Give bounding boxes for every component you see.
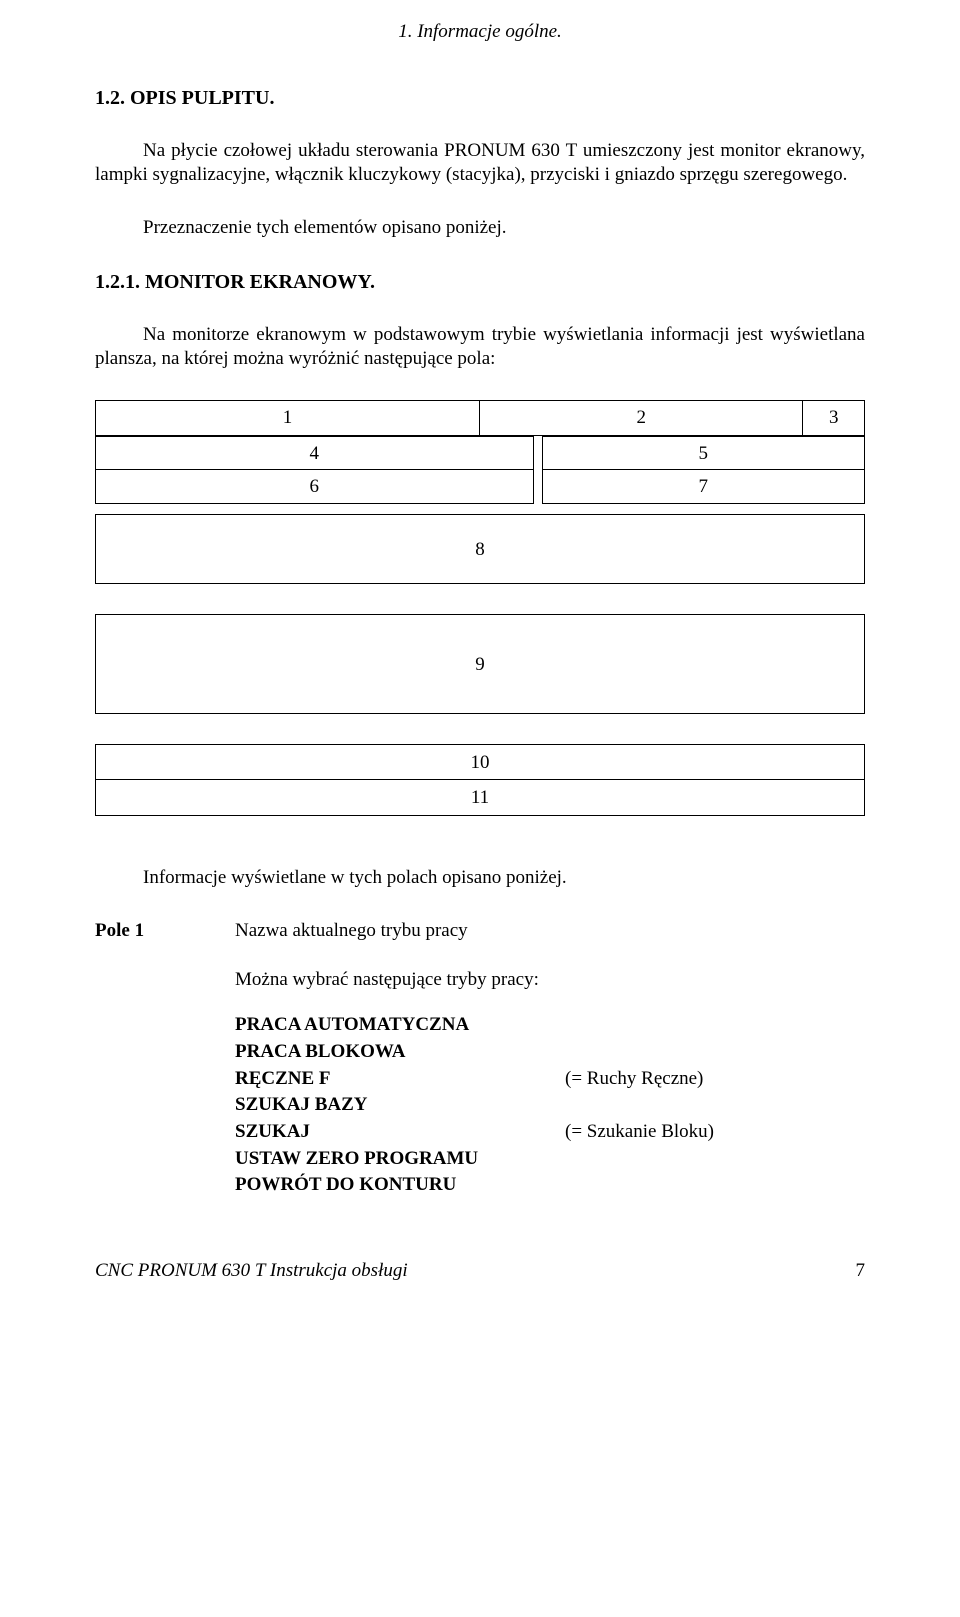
section-title: OPIS PULPITU. [130,87,274,109]
mode-row: POWRÓT DO KONTURU [235,1172,714,1199]
paragraph-3: Na monitorze ekranowym w podstawowym try… [95,323,865,372]
mode-row: PRACA BLOKOWA [235,1039,714,1066]
section-heading: 1.2. OPIS PULPITU. [95,85,865,111]
subsection-title: MONITOR EKRANOWY. [145,271,375,293]
mode-name: POWRÓT DO KONTURU [235,1172,565,1199]
diagram-cell-8: 8 [95,514,865,584]
mode-name: PRACA BLOKOWA [235,1039,565,1066]
mode-row: PRACA AUTOMATYCZNA [235,1012,714,1039]
diagram-cell-11: 11 [95,780,865,816]
mode-note: (= Szukanie Bloku) [565,1119,714,1146]
diagram-cell-7: 7 [542,470,865,504]
mode-row: SZUKAJ BAZY [235,1092,714,1119]
pole-1-row: Pole 1 Nazwa aktualnego trybu pracy [95,919,865,944]
mode-name: SZUKAJ [235,1119,565,1146]
mode-note [565,1039,714,1066]
diagram-cell-4: 4 [95,436,534,470]
diagram-cell-10: 10 [95,744,865,780]
diagram-cell-9: 9 [95,614,865,714]
mode-note: (= Ruchy Ręczne) [565,1066,714,1093]
info-line: Informacje wyświetlane w tych polach opi… [143,866,865,891]
section-number: 1.2. [95,87,125,109]
fields-diagram-row2: 4 6 5 7 [95,436,865,504]
mode-note [565,1012,714,1039]
fields-diagram: 1 2 3 [95,400,865,436]
subsection-heading: 1.2.1. MONITOR EKRANOWY. [95,269,865,295]
mode-name: PRACA AUTOMATYCZNA [235,1012,565,1039]
modes-list: PRACA AUTOMATYCZNA PRACA BLOKOWA RĘCZNE … [235,1012,865,1199]
subsection-number: 1.2.1. [95,271,140,293]
footer-left: CNC PRONUM 630 T Instrukcja obsługi [95,1259,408,1284]
mode-note [565,1172,714,1199]
mode-row: SZUKAJ(= Szukanie Bloku) [235,1119,714,1146]
mode-name: USTAW ZERO PROGRAMU [235,1146,565,1173]
mode-row: RĘCZNE F(= Ruchy Ręczne) [235,1066,714,1093]
diagram-cell-5: 5 [542,436,865,470]
pole-1-label: Pole 1 [95,919,235,944]
diagram-cell-3: 3 [803,400,865,436]
pole-1-subline: Można wybrać następujące tryby pracy: [235,968,865,993]
mode-name: RĘCZNE F [235,1066,565,1093]
pole-1-text: Nazwa aktualnego trybu pracy [235,919,865,944]
mode-note [565,1146,714,1173]
diagram-cell-2: 2 [480,400,803,436]
page-footer: CNC PRONUM 630 T Instrukcja obsługi 7 [95,1259,865,1284]
page-header: 1. Informacje ogólne. [95,20,865,45]
paragraph-2: Przeznaczenie tych elementów opisano pon… [95,216,865,241]
paragraph-1: Na płycie czołowej układu sterowania PRO… [95,139,865,188]
diagram-cell-6: 6 [95,470,534,504]
mode-note [565,1092,714,1119]
mode-name: SZUKAJ BAZY [235,1092,565,1119]
diagram-cell-1: 1 [95,400,480,436]
footer-page-number: 7 [856,1259,866,1284]
mode-row: USTAW ZERO PROGRAMU [235,1146,714,1173]
